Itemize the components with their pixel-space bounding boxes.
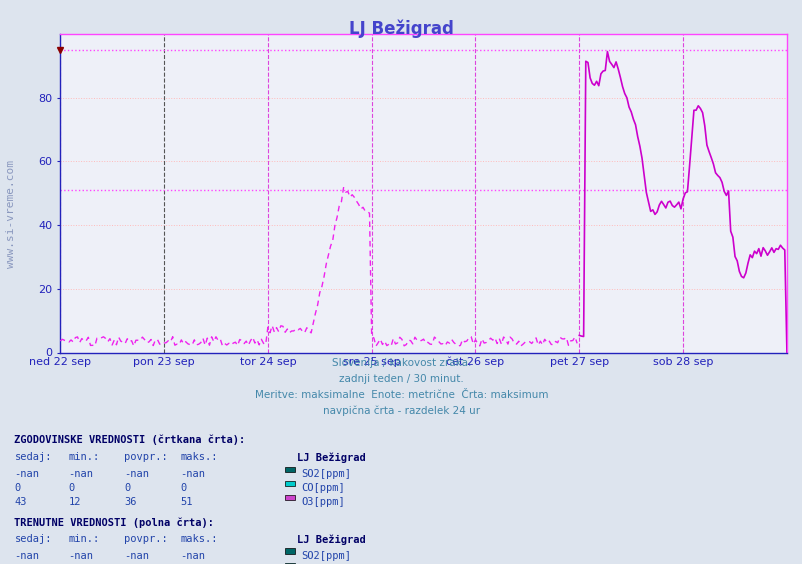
Text: -nan: -nan [180, 551, 205, 561]
Text: -nan: -nan [68, 551, 93, 561]
Text: O3[ppm]: O3[ppm] [301, 497, 344, 508]
Text: LJ Bežigrad: LJ Bežigrad [297, 534, 366, 545]
Text: -nan: -nan [14, 551, 39, 561]
Text: navpična črta - razdelek 24 ur: navpična črta - razdelek 24 ur [322, 406, 480, 416]
Text: sedaj:: sedaj: [14, 452, 52, 462]
Text: SO2[ppm]: SO2[ppm] [301, 469, 350, 479]
Text: 51: 51 [180, 497, 193, 508]
Text: -nan: -nan [68, 469, 93, 479]
Text: Slovenija / kakovost zraka.: Slovenija / kakovost zraka. [331, 358, 471, 368]
Text: maks.:: maks.: [180, 452, 218, 462]
Text: sedaj:: sedaj: [14, 534, 52, 544]
Text: 43: 43 [14, 497, 27, 508]
Text: min.:: min.: [68, 452, 99, 462]
Text: LJ Bežigrad: LJ Bežigrad [297, 452, 366, 463]
Text: 36: 36 [124, 497, 137, 508]
Text: CO[ppm]: CO[ppm] [301, 483, 344, 494]
Text: 0: 0 [124, 483, 131, 494]
Text: -nan: -nan [124, 469, 149, 479]
Text: TRENUTNE VREDNOSTI (polna črta):: TRENUTNE VREDNOSTI (polna črta): [14, 517, 214, 528]
Text: povpr.:: povpr.: [124, 534, 168, 544]
Text: www.si-vreme.com: www.si-vreme.com [6, 160, 16, 268]
Text: -nan: -nan [180, 469, 205, 479]
Text: SO2[ppm]: SO2[ppm] [301, 551, 350, 561]
Text: LJ Bežigrad: LJ Bežigrad [349, 20, 453, 38]
Text: zadnji teden / 30 minut.: zadnji teden / 30 minut. [338, 374, 464, 384]
Text: 0: 0 [180, 483, 187, 494]
Text: 0: 0 [14, 483, 21, 494]
Text: povpr.:: povpr.: [124, 452, 168, 462]
Text: 0: 0 [68, 483, 75, 494]
Text: -nan: -nan [124, 551, 149, 561]
Text: 12: 12 [68, 497, 81, 508]
Text: Meritve: maksimalne  Enote: metrične  Črta: maksimum: Meritve: maksimalne Enote: metrične Črta… [254, 390, 548, 400]
Text: min.:: min.: [68, 534, 99, 544]
Text: maks.:: maks.: [180, 534, 218, 544]
Text: -nan: -nan [14, 469, 39, 479]
Text: ZGODOVINSKE VREDNOSTI (črtkana črta):: ZGODOVINSKE VREDNOSTI (črtkana črta): [14, 434, 245, 445]
